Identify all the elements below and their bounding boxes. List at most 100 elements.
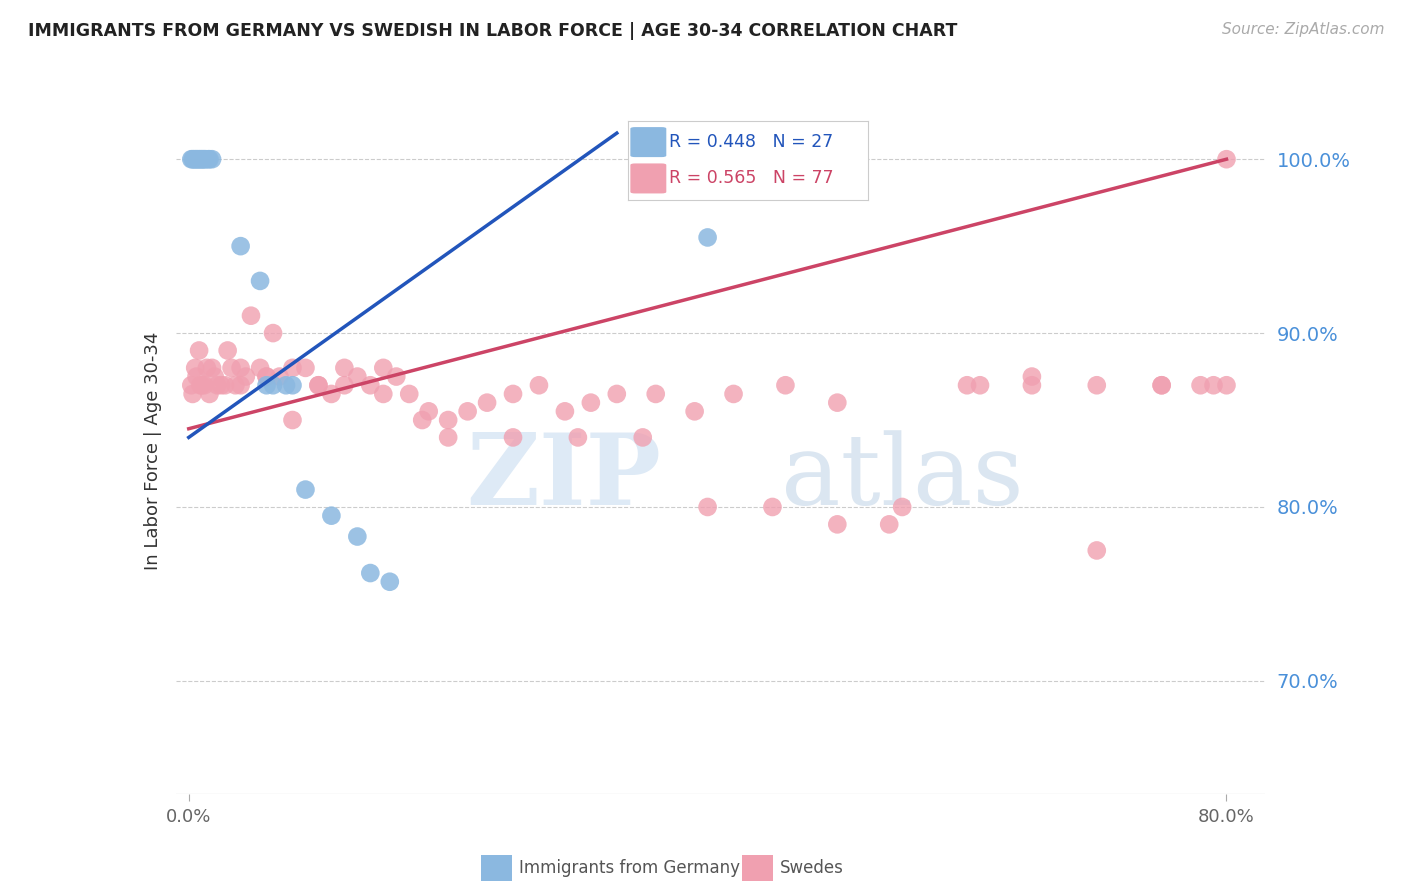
Point <box>183 152 205 166</box>
Point <box>877 517 900 532</box>
Text: ZIP: ZIP <box>465 429 661 526</box>
Point <box>761 500 783 514</box>
Point <box>378 574 401 589</box>
Point <box>188 152 211 166</box>
Point <box>606 387 628 401</box>
Text: R = 0.565   N = 77: R = 0.565 N = 77 <box>669 169 834 187</box>
Point <box>385 369 408 384</box>
Point <box>256 378 278 392</box>
Point <box>186 369 208 384</box>
Point <box>209 378 232 392</box>
Point <box>411 413 433 427</box>
Point <box>195 360 218 375</box>
Point <box>696 230 718 244</box>
Point <box>359 566 381 580</box>
Point <box>683 404 706 418</box>
Point <box>198 152 221 166</box>
Point <box>281 413 304 427</box>
Point <box>235 369 257 384</box>
Point <box>579 395 602 409</box>
Point <box>1021 378 1043 392</box>
Point <box>229 239 252 253</box>
Point <box>723 387 745 401</box>
Point <box>373 360 395 375</box>
Text: Source: ZipAtlas.com: Source: ZipAtlas.com <box>1222 22 1385 37</box>
Point <box>307 378 329 392</box>
Point <box>240 309 263 323</box>
Y-axis label: In Labor Force | Age 30-34: In Labor Force | Age 30-34 <box>143 331 162 570</box>
Point <box>229 378 252 392</box>
Point <box>333 378 356 392</box>
Point <box>373 387 395 401</box>
Point <box>281 378 304 392</box>
Point <box>1150 378 1173 392</box>
Point <box>1150 378 1173 392</box>
FancyBboxPatch shape <box>630 127 666 157</box>
Point <box>207 378 229 392</box>
Text: IMMIGRANTS FROM GERMANY VS SWEDISH IN LABOR FORCE | AGE 30-34 CORRELATION CHART: IMMIGRANTS FROM GERMANY VS SWEDISH IN LA… <box>28 22 957 40</box>
Point <box>502 387 524 401</box>
Point <box>502 430 524 444</box>
Point <box>201 360 224 375</box>
Point <box>1085 543 1108 558</box>
Point <box>181 387 204 401</box>
Point <box>969 378 991 392</box>
Point <box>418 404 440 418</box>
Point <box>194 152 217 166</box>
Point <box>294 483 316 497</box>
Point <box>190 378 212 392</box>
Point <box>190 152 212 166</box>
Point <box>256 369 278 384</box>
Text: Immigrants from Germany: Immigrants from Germany <box>519 859 740 877</box>
Point <box>214 378 236 392</box>
Point <box>1215 152 1237 166</box>
Point <box>294 360 316 375</box>
Point <box>775 378 797 392</box>
Point <box>204 369 226 384</box>
Point <box>269 369 291 384</box>
Point <box>256 369 278 384</box>
Text: Swedes: Swedes <box>780 859 844 877</box>
Point <box>201 152 224 166</box>
Point <box>1021 369 1043 384</box>
Point <box>437 413 460 427</box>
Point <box>437 430 460 444</box>
Point <box>262 326 284 340</box>
Point <box>186 152 208 166</box>
Point <box>359 378 381 392</box>
Point <box>346 369 368 384</box>
FancyBboxPatch shape <box>630 163 666 194</box>
Point <box>321 387 343 401</box>
Point <box>188 343 211 358</box>
Point <box>197 152 219 166</box>
Point <box>249 274 271 288</box>
Point <box>891 500 914 514</box>
Point <box>221 360 243 375</box>
Point <box>249 360 271 375</box>
Point <box>827 395 849 409</box>
Point <box>262 378 284 392</box>
Point <box>956 378 979 392</box>
Point <box>567 430 589 444</box>
Point <box>1202 378 1225 392</box>
Point <box>696 500 718 514</box>
Point <box>180 378 202 392</box>
Point <box>281 360 304 375</box>
Point <box>229 360 252 375</box>
Point <box>398 387 420 401</box>
Point <box>457 404 479 418</box>
Point <box>193 378 215 392</box>
Point <box>631 430 654 444</box>
Point <box>346 529 368 543</box>
Point <box>180 152 202 166</box>
Point <box>198 387 221 401</box>
Point <box>181 152 204 166</box>
Point <box>1215 378 1237 392</box>
Point <box>527 378 550 392</box>
Point <box>184 360 207 375</box>
Text: atlas: atlas <box>780 430 1024 525</box>
Point <box>827 517 849 532</box>
Point <box>191 152 214 166</box>
Point <box>321 508 343 523</box>
Point <box>1085 378 1108 392</box>
